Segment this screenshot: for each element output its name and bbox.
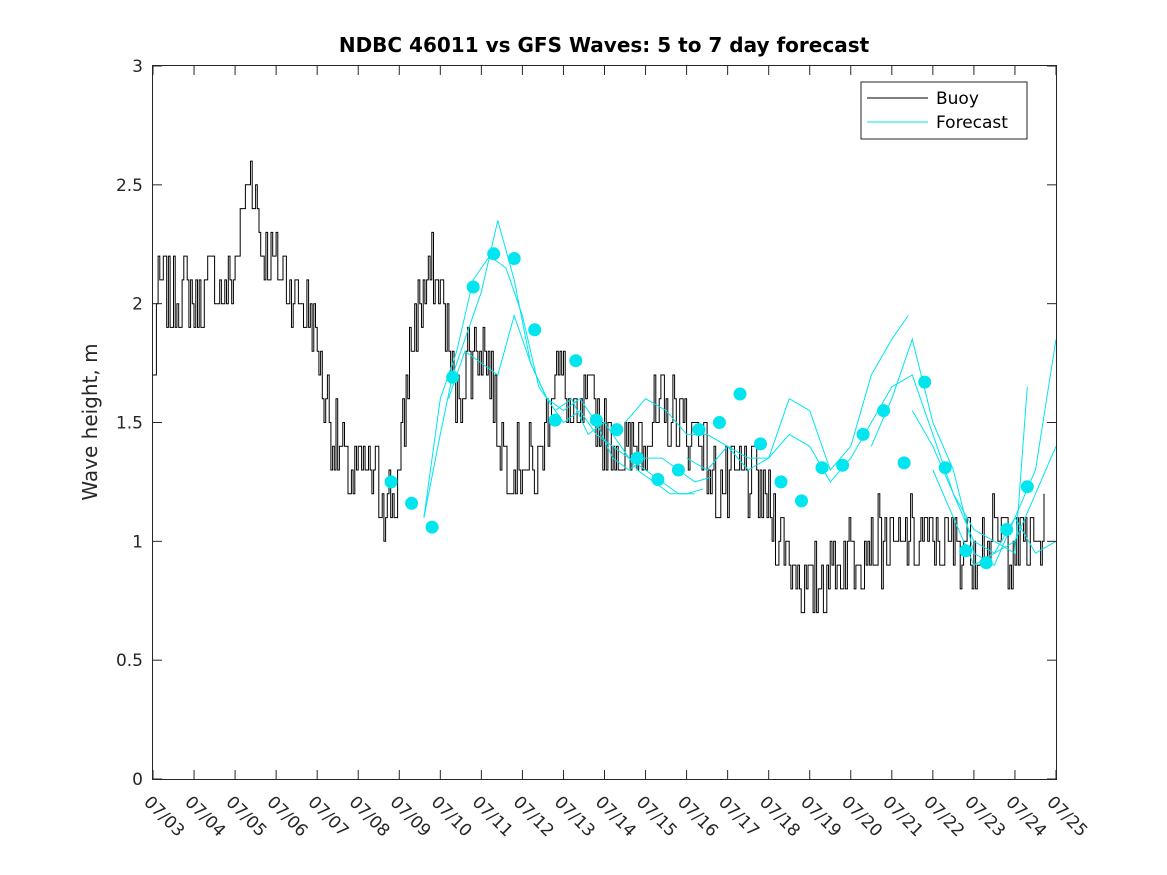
x-tick-label: 07/20 [837,792,886,841]
y-tick-label: 0 [132,770,143,790]
forecast-marker [877,404,891,418]
forecast-line-4 [624,315,909,471]
x-tick-label: 07/24 [1001,792,1050,841]
x-tick-label: 07/05 [222,792,271,841]
x-tick-label: 07/22 [919,792,968,841]
forecast-line-6 [870,337,1057,566]
x-tick-label: 07/12 [509,792,558,841]
x-tick-label: 07/03 [139,792,188,841]
axes-box [152,65,1057,780]
forecast-marker [795,494,808,508]
forecast-line-7 [911,410,1057,554]
forecast-marker [405,496,419,510]
x-tick-label: 07/23 [960,792,1009,841]
legend: Buoy Forecast [860,81,1028,140]
x-tick-label: 07/13 [550,792,599,841]
forecast-marker [466,280,480,294]
forecast-marker [589,413,603,427]
x-tick-label: 07/11 [468,792,517,841]
forecast-marker [918,375,932,389]
y-tick-label: 1 [132,532,143,552]
x-axis-ticks: 07/0307/0407/0507/0607/0707/0807/0907/10… [139,66,1091,841]
y-axis-ticks: 0 0.5 1 1.5 2 2.5 3 [116,57,1056,790]
forecast-marker [671,463,685,477]
plot-area [153,160,1057,614]
x-tick-label: 07/04 [181,792,230,841]
forecast-marker [630,451,644,465]
forecast-marker [959,544,973,558]
x-tick-label: 07/17 [714,792,763,841]
x-tick-label: 07/15 [632,792,681,841]
legend-box [860,81,1028,140]
forecast-marker [1020,480,1034,494]
forecast-line-1 [423,220,695,518]
x-tick-label: 07/21 [878,792,927,841]
forecast-marker [979,556,993,570]
forecast-marker [548,413,562,427]
forecast-marker [507,252,521,265]
forecast-marker [754,437,767,451]
y-tick-label: 2.5 [116,176,143,196]
forecast-marker [528,323,542,337]
forecast-marker [897,456,911,470]
x-tick-label: 07/19 [796,792,845,841]
buoy-line [153,160,1045,614]
forecast-marker [425,520,439,534]
forecast-line-5 [686,374,1028,555]
chart-title: NDBC 46011 vs GFS Waves: 5 to 7 day fore… [339,33,870,57]
forecast-marker [384,475,398,489]
x-tick-label: 07/09 [386,792,435,841]
x-tick-label: 07/10 [427,792,476,841]
forecast-marker [569,354,583,368]
y-tick-label: 3 [132,57,143,77]
legend-forecast-label: Forecast [936,113,1008,133]
forecast-marker [856,427,870,441]
x-tick-label: 07/16 [673,792,722,841]
y-tick-label: 1.5 [116,414,143,434]
legend-buoy-label: Buoy [936,89,979,109]
forecast-marker [733,387,747,401]
y-axis-label: Wave height, m [78,343,102,500]
x-tick-label: 07/14 [591,792,640,841]
forecast-marker [815,461,829,475]
forecast-marker [836,458,850,472]
forecast-marker [610,423,624,437]
forecast-line-8 [932,469,1057,566]
x-tick-label: 07/08 [345,792,394,841]
forecast-line-3 [448,313,712,483]
y-tick-label: 0.5 [116,651,143,671]
x-tick-label: 07/06 [263,792,312,841]
forecast-marker [938,461,952,475]
x-tick-label: 07/25 [1042,792,1091,841]
forecast-marker [774,475,788,489]
forecast-marker [1000,523,1014,536]
x-tick-label: 07/07 [304,792,353,841]
x-tick-label: 07/18 [755,792,804,841]
forecast-marker [446,370,460,384]
forecast-marker [651,473,665,486]
y-tick-label: 2 [132,295,143,315]
forecast-marker [712,416,726,429]
forecast-marker [487,247,501,261]
forecast-marker [692,423,706,437]
